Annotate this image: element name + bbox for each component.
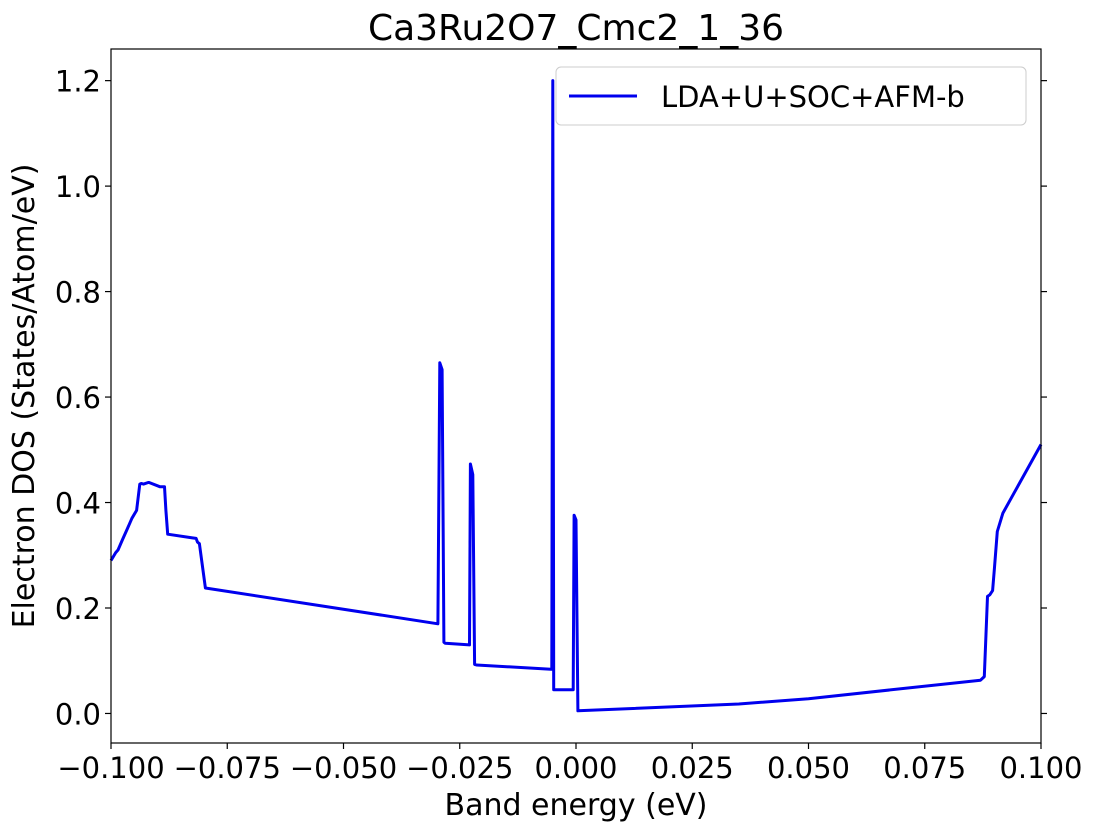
x-tick-label: −0.075 [174,751,281,785]
legend: LDA+U+SOC+AFM-b [555,66,1027,126]
y-tick-label: 1.2 [55,65,101,99]
x-tick-label: 0.025 [651,751,734,785]
legend-box [555,66,1027,126]
y-tick-label: 0.4 [55,487,101,521]
plot-frame [110,48,1042,744]
series-layer [109,79,1043,713]
y-tick-label: 1.0 [55,170,101,204]
series-line-0 [109,79,1043,713]
y-axis-label: Electron DOS (States/Atom/eV) [7,164,42,629]
y-tick-label: 0.2 [55,592,101,626]
y-tick-label: 0.6 [55,381,101,415]
chart-title: Ca3Ru2O7_Cmc2_1_36 [368,8,784,49]
y-tick-label: 0.0 [55,697,101,731]
x-tick-label: 0.100 [999,751,1082,785]
x-tick-label: −0.025 [406,751,513,785]
x-tick-label: 0.000 [534,751,617,785]
axis-tick-labels: −0.100 −0.075 −0.050 −0.025 0.000 0.025 0.050 0… [55,65,1083,785]
x-tick-label: 0.050 [767,751,850,785]
x-tick-label: −0.050 [290,751,397,785]
x-tick-label: −0.100 [57,751,164,785]
axis-ticks [105,80,1047,749]
x-axis-label: Band energy (eV) [444,788,707,823]
x-tick-label: 0.075 [883,751,966,785]
y-tick-label: 0.8 [55,276,101,310]
legend-label: LDA+U+SOC+AFM-b [661,80,965,114]
